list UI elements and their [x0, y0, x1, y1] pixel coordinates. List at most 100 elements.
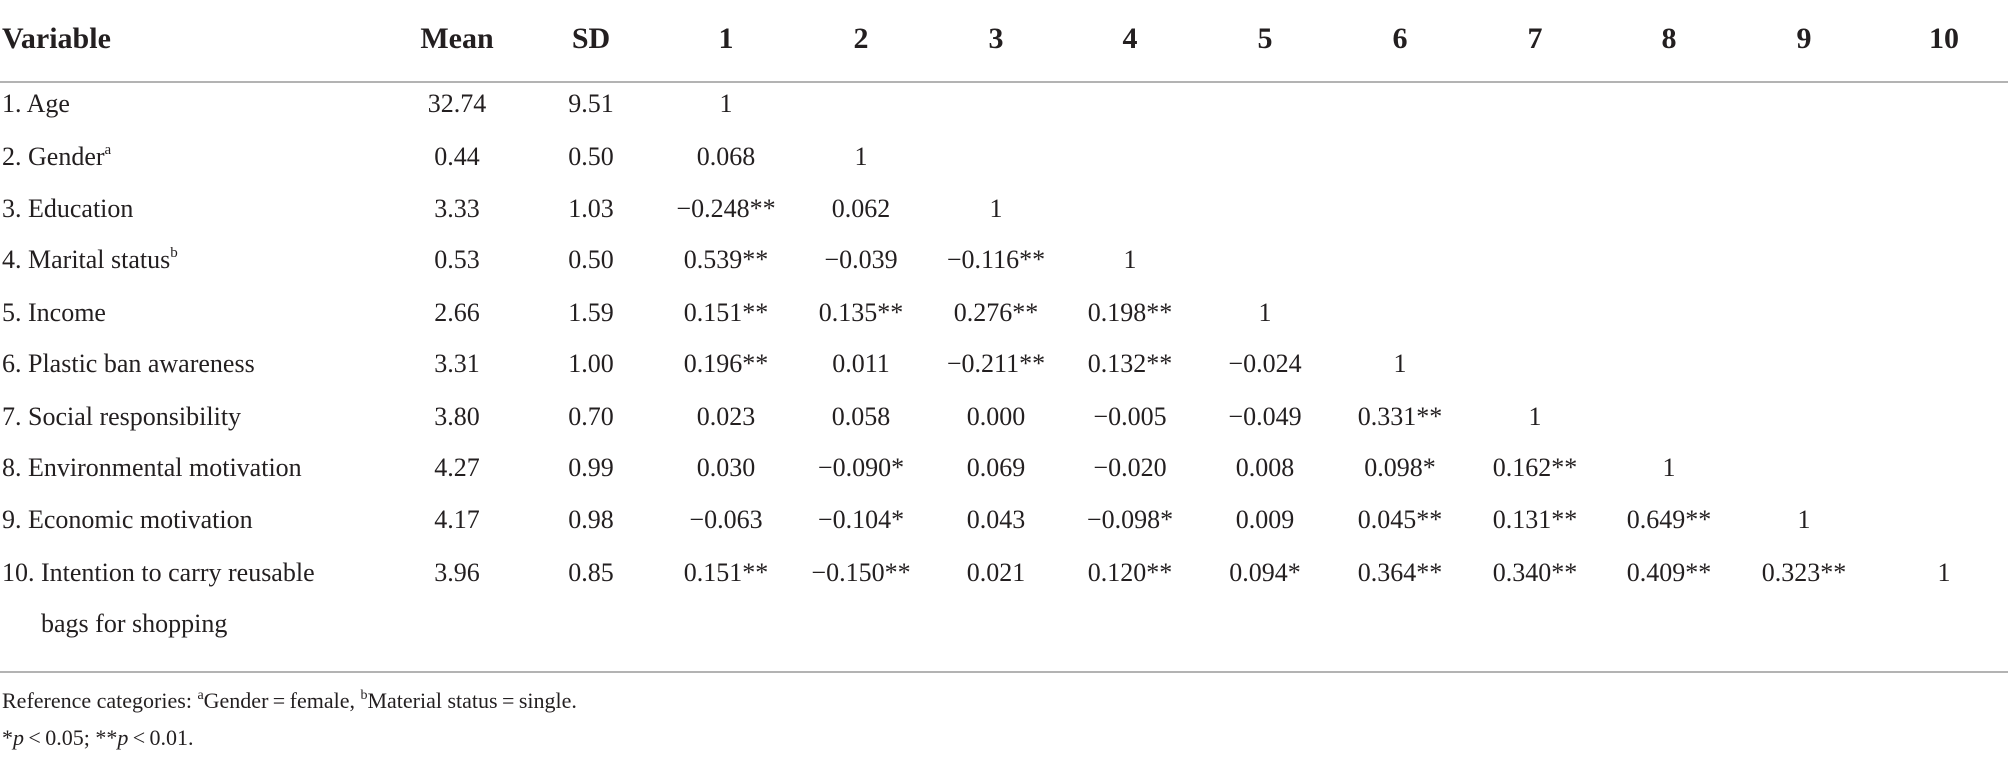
cell: 0.331** — [1358, 402, 1443, 431]
column-header: 7 — [1528, 22, 1543, 55]
cell: 1 — [1124, 245, 1137, 274]
variable-label: 3. Education — [2, 194, 133, 223]
column-header: 5 — [1258, 22, 1273, 55]
variable-label: 5. Income — [2, 298, 106, 327]
cell: 0.53 — [434, 245, 480, 274]
variable-text: 7. Social responsibility — [2, 402, 241, 431]
cell: 0.364** — [1358, 558, 1443, 587]
cell: −0.211** — [947, 349, 1045, 378]
cell: −0.005 — [1093, 402, 1166, 431]
footnote-part: Material status = single. — [367, 688, 576, 713]
variable-label: 6. Plastic ban awareness — [2, 349, 255, 378]
cell: 1.03 — [568, 194, 614, 223]
cell: 0.043 — [967, 505, 1026, 534]
variable-text: 1. Age — [2, 89, 70, 118]
footnote-part: < 0.05; ** — [24, 725, 117, 750]
cell: 1 — [1663, 453, 1676, 482]
variable-text: 6. Plastic ban awareness — [2, 349, 255, 378]
cell: 0.85 — [568, 558, 614, 587]
cell: 0.198** — [1088, 298, 1173, 327]
cell: 1 — [720, 89, 733, 118]
cell: 0.062 — [832, 194, 891, 223]
cell: 0.021 — [967, 558, 1026, 587]
column-header: 1 — [719, 22, 734, 55]
cell: −0.049 — [1228, 402, 1301, 431]
cell: 0.132** — [1088, 349, 1173, 378]
cell: 3.31 — [434, 349, 480, 378]
variable-label: 8. Environmental motivation — [2, 453, 302, 482]
cell: 3.33 — [434, 194, 480, 223]
column-header: Mean — [420, 22, 494, 55]
column-header: 3 — [989, 22, 1004, 55]
cell: 0.196** — [684, 349, 769, 378]
cell: 0.068 — [697, 142, 756, 171]
cell: 9.51 — [568, 89, 614, 118]
column-header: 8 — [1662, 22, 1677, 55]
cell: −0.039 — [824, 245, 897, 274]
cell: 0.135** — [819, 298, 904, 327]
cell: 2.66 — [434, 298, 480, 327]
variable-label: 2. Gendera — [2, 142, 112, 171]
cell: 0.045** — [1358, 505, 1443, 534]
cell: 0.023 — [697, 402, 756, 431]
cell: 0.323** — [1762, 558, 1847, 587]
cell: 0.030 — [697, 453, 756, 482]
cell: 3.96 — [434, 558, 480, 587]
footnote-part: p — [115, 725, 128, 750]
footnote-part: * — [2, 725, 13, 750]
column-header: 9 — [1797, 22, 1812, 55]
footnote-part: b — [360, 688, 367, 703]
variable-label: 9. Economic motivation — [2, 505, 253, 534]
cell: 0.409** — [1627, 558, 1712, 587]
cell: 32.74 — [428, 89, 487, 118]
variable-text: 3. Education — [2, 194, 133, 223]
variable-text: 4. Marital status — [2, 245, 170, 274]
variable-text: 10. Intention to carry reusable — [2, 558, 315, 587]
cell: −0.090* — [818, 453, 904, 482]
variable-text: 2. Gender — [2, 142, 105, 171]
cell: 1 — [1798, 505, 1811, 534]
cell: −0.116** — [947, 245, 1045, 274]
cell: 1 — [1529, 402, 1542, 431]
footnote-part: Reference categories: — [2, 688, 197, 713]
cell: −0.098* — [1087, 505, 1173, 534]
footnote-part: a — [197, 688, 204, 703]
cell: 0.009 — [1236, 505, 1295, 534]
cell: 3.80 — [434, 402, 480, 431]
cell: 0.539** — [684, 245, 769, 274]
cell: 0.276** — [954, 298, 1039, 327]
cell: 0.011 — [832, 349, 890, 378]
cell: 0.008 — [1236, 453, 1295, 482]
cell: 0.131** — [1493, 505, 1578, 534]
cell: −0.024 — [1228, 349, 1301, 378]
cell: 0.069 — [967, 453, 1026, 482]
cell: 0.000 — [967, 402, 1026, 431]
cell: 1.59 — [568, 298, 614, 327]
column-header: 2 — [854, 22, 869, 55]
variable-label: 7. Social responsibility — [2, 402, 241, 431]
cell: 0.094* — [1229, 558, 1301, 587]
cell: 0.50 — [568, 142, 614, 171]
cell: 0.70 — [568, 402, 614, 431]
cell: 0.50 — [568, 245, 614, 274]
cell: 0.340** — [1493, 558, 1578, 587]
cell: 0.44 — [434, 142, 480, 171]
cell: 1 — [1938, 558, 1951, 587]
cell: −0.063 — [689, 505, 762, 534]
column-header: 6 — [1393, 22, 1408, 55]
cell: 0.162** — [1493, 453, 1578, 482]
footnote-part: < 0.01. — [128, 725, 193, 750]
superscript: a — [105, 142, 112, 158]
variable-label-cont: bags for shopping — [41, 609, 227, 638]
variable-text: 5. Income — [2, 298, 106, 327]
variable-text: 9. Economic motivation — [2, 505, 253, 534]
cell: −0.248** — [676, 194, 775, 223]
cell: 1.00 — [568, 349, 614, 378]
variable-label: 10. Intention to carry reusable — [2, 558, 315, 587]
variable-label: 4. Marital statusb — [2, 245, 178, 274]
variable-text: 8. Environmental motivation — [2, 453, 302, 482]
footnote-part: Gender = female, — [204, 688, 361, 713]
cell: 0.98 — [568, 505, 614, 534]
